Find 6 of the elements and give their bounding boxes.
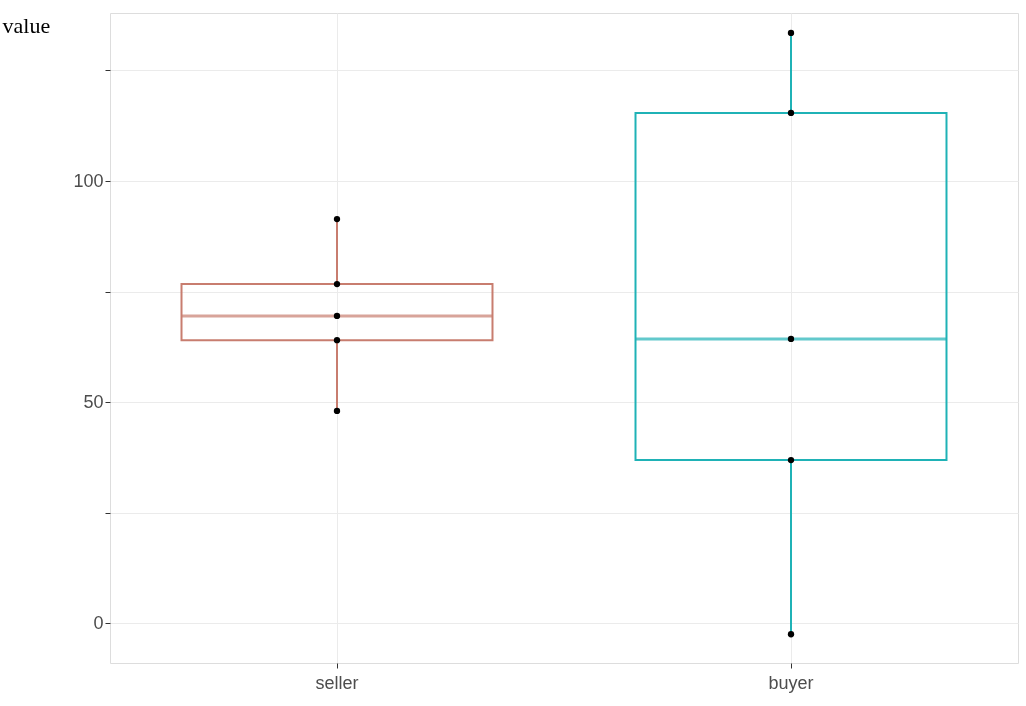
x-tick-label: buyer (768, 672, 814, 693)
y-tick-label: 0 (93, 612, 104, 633)
y-tick-label: 50 (83, 391, 104, 412)
y-axis-title: value (2, 12, 51, 38)
x-tick-label: seller (315, 672, 359, 693)
y-tick-label: 100 (73, 170, 104, 191)
